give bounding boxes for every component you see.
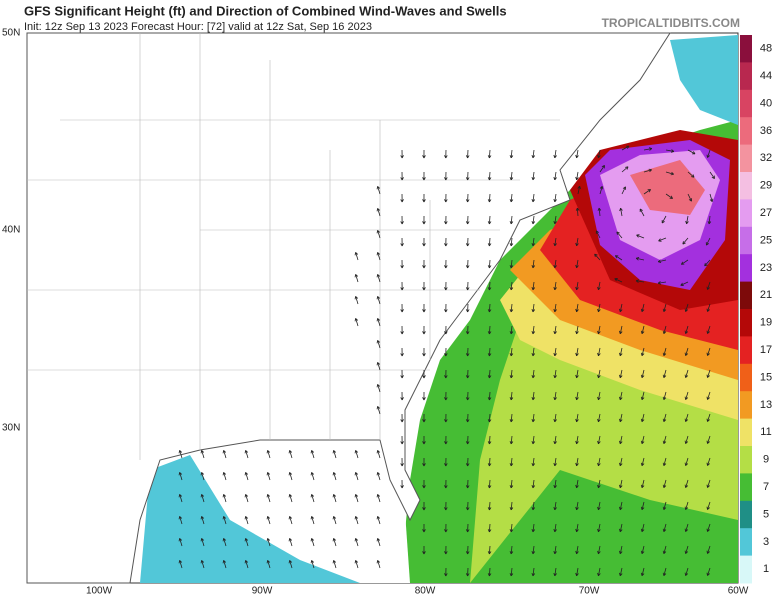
lat-label: 40N (2, 225, 20, 236)
colorbar-swatch (740, 282, 752, 310)
colorbar-swatch (740, 117, 752, 145)
colorbar-swatch (740, 501, 752, 529)
lon-label: 60W (728, 586, 749, 597)
title: GFS Significant Height (ft) and Directio… (24, 3, 507, 18)
colorbar-label: 25 (760, 234, 772, 246)
colorbar-swatch (740, 528, 752, 556)
map (27, 33, 738, 583)
colorbar-label: 7 (763, 481, 769, 493)
watermark: TROPICALTIDBITS.COM (602, 16, 740, 30)
colorbar-swatch (740, 309, 752, 337)
colorbar-label: 40 (760, 97, 772, 109)
colorbar-swatch (740, 172, 752, 200)
lat-label: 50N (2, 28, 20, 39)
lon-label: 70W (579, 586, 600, 597)
colorbar-label: 44 (760, 70, 772, 82)
colorbar-label: 9 (763, 454, 769, 466)
colorbar-label: 19 (760, 317, 772, 329)
colorbar-label: 23 (760, 262, 772, 274)
colorbar-label: 5 (763, 508, 769, 520)
colorbar-swatch (740, 446, 752, 474)
lon-label: 100W (86, 586, 113, 597)
colorbar-label: 11 (760, 426, 771, 438)
colorbar-swatch (740, 419, 752, 447)
colorbar-label: 1 (763, 563, 769, 575)
lon-label: 90W (252, 586, 273, 597)
lat-label: 30N (2, 423, 20, 434)
colorbar-label: 29 (760, 180, 772, 192)
colorbar-swatch (740, 364, 752, 392)
colorbar-swatch (740, 227, 752, 255)
colorbar-label: 36 (760, 125, 772, 137)
colorbar-swatch (740, 336, 752, 364)
colorbar-swatch (740, 556, 752, 584)
lon-label: 80W (415, 586, 436, 597)
colorbar-swatch (740, 391, 752, 419)
colorbar-swatch (740, 254, 752, 282)
colorbar-label: 17 (760, 344, 772, 356)
colorbar-label: 13 (760, 399, 772, 411)
colorbar-swatch (740, 199, 752, 227)
colorbar-swatch (740, 473, 752, 501)
colorbar-label: 48 (760, 43, 772, 55)
colorbar-swatch (740, 62, 752, 90)
colorbar-swatch (740, 35, 752, 63)
colorbar: 48 44 40 36 32 29 27 25 23 21 19 17 15 13 11 9 7 5 3 1 (740, 35, 772, 584)
colorbar-label: 3 (763, 536, 769, 548)
colorbar-swatch (740, 90, 752, 118)
colorbar-label: 27 (760, 207, 772, 219)
colorbar-label: 15 (760, 371, 772, 383)
subtitle: Init: 12z Sep 13 2023 Forecast Hour: [72… (24, 21, 372, 33)
colorbar-label: 32 (760, 152, 772, 164)
colorbar-label: 21 (760, 289, 772, 301)
colorbar-swatch (740, 145, 752, 173)
